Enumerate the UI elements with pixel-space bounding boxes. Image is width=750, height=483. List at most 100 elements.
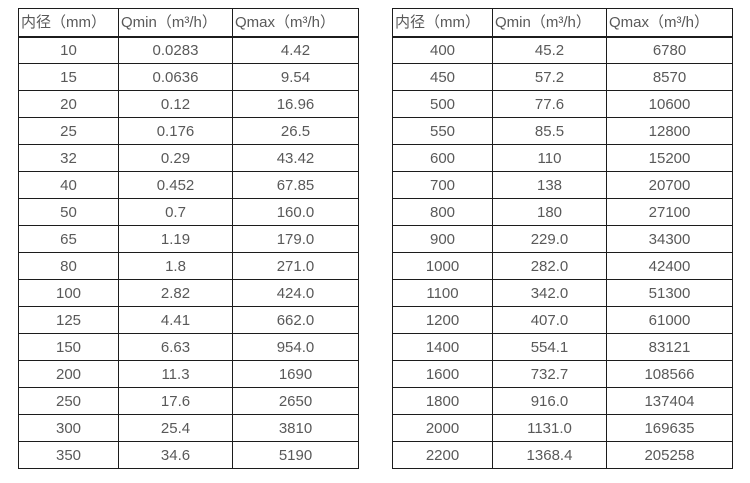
table-cell: 25.4 <box>118 414 233 442</box>
table-cell: 4.41 <box>118 306 233 334</box>
table-cell: 180 <box>492 198 607 226</box>
table-cell: 137404 <box>606 387 733 415</box>
table-cell: 1368.4 <box>492 441 607 469</box>
table-cell: 57.2 <box>492 63 607 91</box>
table-row: 65 1.19 179.0 <box>18 225 359 253</box>
table-cell: 61000 <box>606 306 733 334</box>
table-row: 600 110 15200 <box>392 144 733 172</box>
table-row: 50 0.7 160.0 <box>18 198 359 226</box>
table-cell: 34300 <box>606 225 733 253</box>
table-cell: 900 <box>392 225 493 253</box>
table-cell: 0.0283 <box>118 36 233 64</box>
table-cell: 1131.0 <box>492 414 607 442</box>
table-cell: 662.0 <box>232 306 359 334</box>
header-row: 内径（mm） Qmin（m³/h） Qmax（m³/h） <box>392 8 733 38</box>
table-cell: 1000 <box>392 252 493 280</box>
table-cell: 205258 <box>606 441 733 469</box>
table-cell: 26.5 <box>232 117 359 145</box>
table-cell: 110 <box>492 144 607 172</box>
table-cell: 0.0636 <box>118 63 233 91</box>
table-cell: 450 <box>392 63 493 91</box>
table-row: 800 180 27100 <box>392 198 733 226</box>
table-cell: 138 <box>492 171 607 199</box>
table-cell: 954.0 <box>232 333 359 361</box>
table-cell: 300 <box>18 414 119 442</box>
table-row: 40 0.452 67.85 <box>18 171 359 199</box>
table-cell: 108566 <box>606 360 733 388</box>
table-cell: 916.0 <box>492 387 607 415</box>
table-cell: 77.6 <box>492 90 607 118</box>
table-cell: 25 <box>18 117 119 145</box>
table-cell: 1690 <box>232 360 359 388</box>
table-cell: 407.0 <box>492 306 607 334</box>
table-header: 内径（mm） Qmin（m³/h） Qmax（m³/h） <box>392 8 733 38</box>
table-cell: 43.42 <box>232 144 359 172</box>
table-row: 1800 916.0 137404 <box>392 387 733 415</box>
table-cell: 350 <box>18 441 119 469</box>
table-cell: 100 <box>18 279 119 307</box>
column-header: Qmax（m³/h） <box>606 8 733 38</box>
table-row: 80 1.8 271.0 <box>18 252 359 280</box>
table-row: 900 229.0 34300 <box>392 225 733 253</box>
table-row: 1400 554.1 83121 <box>392 333 733 361</box>
table-cell: 6.63 <box>118 333 233 361</box>
table-row: 125 4.41 662.0 <box>18 306 359 334</box>
table-cell: 16.96 <box>232 90 359 118</box>
column-header: Qmin（m³/h） <box>492 8 607 38</box>
table-cell: 1600 <box>392 360 493 388</box>
table-cell: 250 <box>18 387 119 415</box>
table-cell: 0.176 <box>118 117 233 145</box>
table-row: 32 0.29 43.42 <box>18 144 359 172</box>
table-cell: 700 <box>392 171 493 199</box>
flow-spec-table-left: 内径（mm） Qmin（m³/h） Qmax（m³/h） 10 0.0283 4.42 1… <box>18 8 359 469</box>
table-cell: 150 <box>18 333 119 361</box>
table-row: 1000 282.0 42400 <box>392 252 733 280</box>
column-header: Qmin（m³/h） <box>118 8 233 38</box>
table-header: 内径（mm） Qmin（m³/h） Qmax（m³/h） <box>18 8 359 38</box>
table-cell: 424.0 <box>232 279 359 307</box>
table-cell: 1400 <box>392 333 493 361</box>
table-row: 2000 1131.0 169635 <box>392 414 733 442</box>
table-cell: 8570 <box>606 63 733 91</box>
table-cell: 2650 <box>232 387 359 415</box>
column-header: 内径（mm） <box>392 8 493 38</box>
table-cell: 4.42 <box>232 36 359 64</box>
table-cell: 6780 <box>606 36 733 64</box>
table-cell: 732.7 <box>492 360 607 388</box>
table-cell: 0.29 <box>118 144 233 172</box>
table-cell: 2200 <box>392 441 493 469</box>
table-cell: 800 <box>392 198 493 226</box>
table-row: 550 85.5 12800 <box>392 117 733 145</box>
table-cell: 67.85 <box>232 171 359 199</box>
table-cell: 9.54 <box>232 63 359 91</box>
table-row: 1100 342.0 51300 <box>392 279 733 307</box>
table-row: 350 34.6 5190 <box>18 441 359 469</box>
table-row: 100 2.82 424.0 <box>18 279 359 307</box>
table-cell: 12800 <box>606 117 733 145</box>
table-cell: 200 <box>18 360 119 388</box>
table-cell: 1.19 <box>118 225 233 253</box>
table-cell: 40 <box>18 171 119 199</box>
table-cell: 85.5 <box>492 117 607 145</box>
table-cell: 15200 <box>606 144 733 172</box>
table-cell: 17.6 <box>118 387 233 415</box>
table-cell: 20700 <box>606 171 733 199</box>
table-cell: 11.3 <box>118 360 233 388</box>
table-cell: 0.452 <box>118 171 233 199</box>
table-cell: 600 <box>392 144 493 172</box>
table-cell: 0.12 <box>118 90 233 118</box>
table-cell: 45.2 <box>492 36 607 64</box>
table-row: 25 0.176 26.5 <box>18 117 359 145</box>
table-cell: 342.0 <box>492 279 607 307</box>
table-cell: 32 <box>18 144 119 172</box>
table-cell: 169635 <box>606 414 733 442</box>
table-row: 2200 1368.4 205258 <box>392 441 733 469</box>
table-cell: 5190 <box>232 441 359 469</box>
table-cell: 282.0 <box>492 252 607 280</box>
table-cell: 1200 <box>392 306 493 334</box>
table-cell: 554.1 <box>492 333 607 361</box>
table-row: 1600 732.7 108566 <box>392 360 733 388</box>
table-row: 700 138 20700 <box>392 171 733 199</box>
table-row: 15 0.0636 9.54 <box>18 63 359 91</box>
table-cell: 125 <box>18 306 119 334</box>
